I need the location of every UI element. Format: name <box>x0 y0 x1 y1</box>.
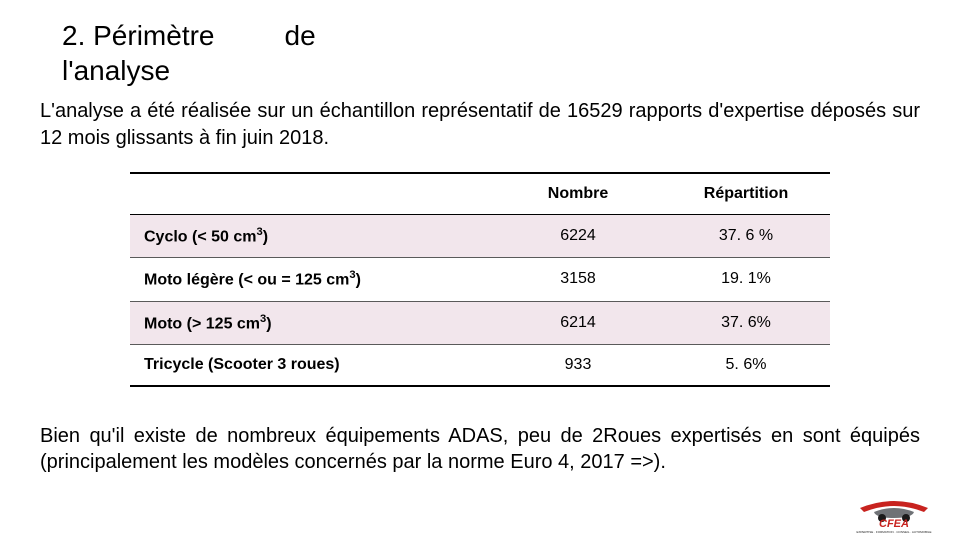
table-row: Moto (> 125 cm3)621437. 6% <box>130 301 830 344</box>
row-nombre: 6214 <box>494 301 662 344</box>
col-header-repartition: Répartition <box>662 173 830 215</box>
row-nombre: 933 <box>494 344 662 386</box>
data-table: Nombre Répartition Cyclo (< 50 cm3)62243… <box>130 172 830 387</box>
row-repartition: 19. 1% <box>662 258 830 301</box>
col-header-blank <box>130 173 494 215</box>
closing-paragraph: Bien qu'il existe de nombreux équipement… <box>40 423 920 475</box>
intro-paragraph: L'analyse a été réalisée sur un échantil… <box>40 98 920 152</box>
section-heading: 2. Périmètre de l'analyse <box>62 18 920 88</box>
row-label: Cyclo (< 50 cm3) <box>130 215 494 258</box>
table-row: Cyclo (< 50 cm3)622437. 6 % <box>130 215 830 258</box>
row-label: Moto (> 125 cm3) <box>130 301 494 344</box>
svg-text:CFEA: CFEA <box>879 518 909 530</box>
col-header-nombre: Nombre <box>494 173 662 215</box>
row-repartition: 5. 6% <box>662 344 830 386</box>
row-label: Tricycle (Scooter 3 roues) <box>130 344 494 386</box>
row-nombre: 6224 <box>494 215 662 258</box>
heading-line2: l'analyse <box>62 55 170 86</box>
row-label: Moto légère (< ou = 125 cm3) <box>130 258 494 301</box>
table-header-row: Nombre Répartition <box>130 173 830 215</box>
cfea-logo: CFEA EXPERTISE · FORMATION · CONSEIL · A… <box>854 490 934 534</box>
table-row: Tricycle (Scooter 3 roues)9335. 6% <box>130 344 830 386</box>
heading-line1: 2. Périmètre de <box>62 20 316 51</box>
row-nombre: 3158 <box>494 258 662 301</box>
row-repartition: 37. 6 % <box>662 215 830 258</box>
svg-text:EXPERTISE · FORMATION · CONSEI: EXPERTISE · FORMATION · CONSEIL · AUTOMO… <box>856 530 931 534</box>
table-row: Moto légère (< ou = 125 cm3)315819. 1% <box>130 258 830 301</box>
data-table-container: Nombre Répartition Cyclo (< 50 cm3)62243… <box>130 172 830 387</box>
row-repartition: 37. 6% <box>662 301 830 344</box>
